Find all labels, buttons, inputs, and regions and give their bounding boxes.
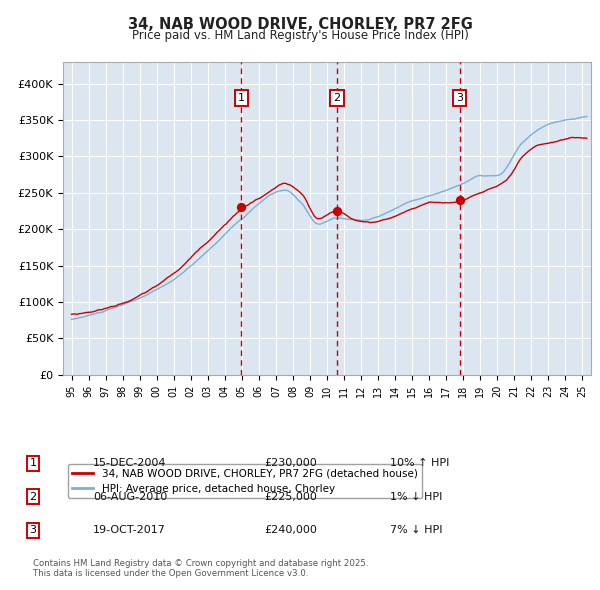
Text: Price paid vs. HM Land Registry's House Price Index (HPI): Price paid vs. HM Land Registry's House …	[131, 30, 469, 42]
Legend: 34, NAB WOOD DRIVE, CHORLEY, PR7 2FG (detached house), HPI: Average price, detac: 34, NAB WOOD DRIVE, CHORLEY, PR7 2FG (de…	[68, 464, 422, 498]
Text: 7% ↓ HPI: 7% ↓ HPI	[390, 526, 443, 535]
Text: 1: 1	[29, 458, 37, 468]
Text: 10% ↑ HPI: 10% ↑ HPI	[390, 458, 449, 468]
Text: 19-OCT-2017: 19-OCT-2017	[93, 526, 166, 535]
Text: £225,000: £225,000	[264, 492, 317, 502]
Point	[455, 195, 464, 205]
Text: 3: 3	[29, 526, 37, 535]
Text: 34, NAB WOOD DRIVE, CHORLEY, PR7 2FG: 34, NAB WOOD DRIVE, CHORLEY, PR7 2FG	[128, 17, 472, 31]
Point	[332, 206, 342, 216]
Text: Contains HM Land Registry data © Crown copyright and database right 2025.
This d: Contains HM Land Registry data © Crown c…	[33, 559, 368, 578]
Text: 15-DEC-2004: 15-DEC-2004	[93, 458, 167, 468]
Text: £230,000: £230,000	[264, 458, 317, 468]
Text: £240,000: £240,000	[264, 526, 317, 535]
Text: 1: 1	[238, 93, 245, 103]
Text: 06-AUG-2010: 06-AUG-2010	[93, 492, 167, 502]
Text: 1% ↓ HPI: 1% ↓ HPI	[390, 492, 442, 502]
Point	[236, 203, 246, 212]
Text: 3: 3	[456, 93, 463, 103]
Text: 2: 2	[334, 93, 341, 103]
Text: 2: 2	[29, 492, 37, 502]
